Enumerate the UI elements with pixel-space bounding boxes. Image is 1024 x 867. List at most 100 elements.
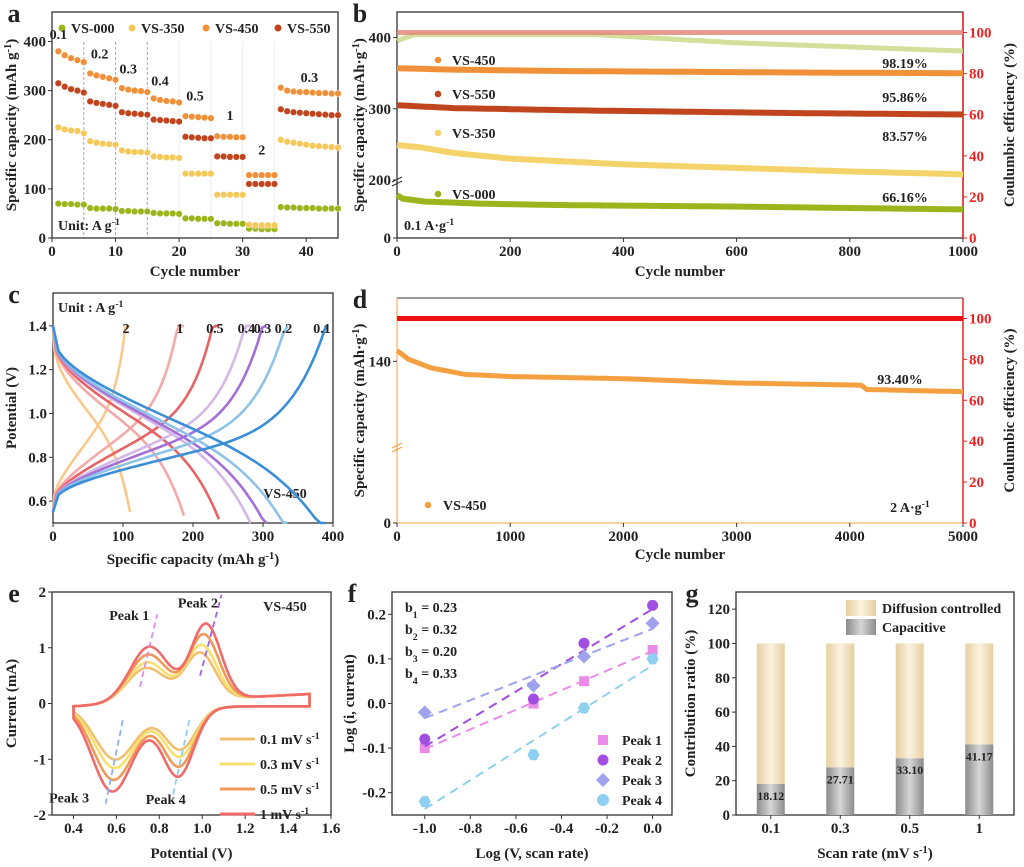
legend-label: VS-450 [215, 22, 259, 37]
y-tick-label: 400 [369, 31, 392, 47]
rate-label: 0.4 [238, 322, 256, 337]
data-point [270, 221, 278, 229]
data-point [201, 215, 209, 223]
x-tick-label: -0.8 [458, 821, 482, 837]
y-tick-label: 200 [369, 173, 392, 189]
rate-label: 0.2 [275, 322, 293, 337]
data-point [315, 89, 323, 97]
data-point [213, 132, 221, 140]
x-axis-label: Specific capacity (mAh g-1) [107, 551, 279, 569]
data-point [283, 204, 291, 212]
y-tick-label: 100 [24, 182, 47, 198]
data-point [162, 97, 170, 105]
legend-label: VS-350 [141, 22, 185, 37]
data-point [73, 56, 81, 64]
x-tick-label: 4000 [835, 529, 865, 545]
y-axis-label: Contribution ratio (%) [683, 630, 699, 778]
x-tick-label: 1.0 [193, 821, 212, 837]
data-point [86, 97, 94, 105]
data-point [296, 88, 304, 96]
bar-capacitive [965, 744, 994, 815]
data-point [277, 84, 285, 92]
discharge-curve-1 [51, 325, 186, 517]
data-point [302, 204, 310, 212]
y2-tick-label: 40 [969, 434, 984, 450]
discharge-curve-0.2 [51, 325, 288, 525]
data-point [270, 171, 278, 179]
x-tick-label: 1.2 [236, 821, 255, 837]
discharge-curve-0.1 [51, 325, 326, 525]
x-axis-label: Cycle number [635, 547, 726, 563]
data-point [207, 114, 215, 122]
data-point [239, 220, 247, 228]
data-point [194, 113, 202, 121]
plot-frame [51, 11, 339, 239]
data-point [239, 153, 247, 161]
data-point [334, 144, 342, 152]
data-point [150, 116, 158, 124]
data-point [194, 134, 202, 142]
x-tick-label: 100 [112, 529, 135, 545]
data-point [175, 118, 183, 126]
legend-label: VS-550 [452, 88, 496, 103]
rate-annotation: 2 A·g-1 [890, 499, 930, 517]
data-point [220, 152, 228, 160]
data-point [181, 214, 189, 222]
data-point [67, 126, 75, 134]
y-tick-label: 0.1 [367, 652, 386, 668]
data-point [290, 204, 298, 212]
rate-label: 0.3 [301, 71, 319, 86]
data-point [80, 201, 88, 209]
data-point [181, 112, 189, 120]
x-tick-label: 400 [322, 529, 345, 545]
data-point [73, 87, 81, 95]
fit-line [424, 608, 654, 748]
rate-label: 2 [258, 143, 265, 158]
x-tick-label: 0.1 [761, 821, 780, 837]
data-point [61, 83, 69, 91]
data-point [232, 191, 240, 199]
data-point [232, 220, 240, 228]
x-tick-label: 0 [393, 529, 401, 545]
data-point [162, 209, 170, 217]
y-tick-label: 80 [715, 671, 730, 687]
data-point [226, 133, 234, 141]
y-axis-label: Specific capacity (mAh·g-1) [351, 324, 369, 498]
legend-marker [424, 501, 432, 509]
x-tick-label: -0.6 [504, 821, 528, 837]
data-point [201, 114, 209, 122]
data-point [245, 221, 253, 229]
peak-label: Peak 2 [178, 597, 218, 612]
legend-swatch [846, 600, 876, 616]
y2-tick-label: 20 [969, 190, 984, 206]
series-VS-350 [54, 123, 342, 229]
data-point [315, 142, 323, 150]
retention-label: 95.86% [882, 91, 928, 106]
x-tick-label: 5000 [948, 529, 978, 545]
data-point [578, 637, 590, 649]
x-tick-label: 40 [299, 244, 314, 260]
y-tick-label: 0.0 [367, 697, 386, 713]
charge-curve-0.5 [51, 324, 219, 513]
legend-label: VS-450 [443, 499, 487, 514]
legend-label: Diffusion controlled [882, 602, 1001, 617]
slope-label: b4 = 0.33 [405, 667, 457, 687]
y2-tick-label: 100 [969, 311, 992, 327]
data-point [277, 105, 285, 113]
data-point [156, 153, 164, 161]
data-point [419, 743, 430, 754]
data-point [526, 678, 541, 693]
panel-label-g: g [686, 579, 699, 608]
sample-label: VS-450 [263, 600, 307, 615]
panel-b: b0 200 400 600 800 10000200300400020406080100… [351, 0, 1019, 280]
data-point [61, 200, 69, 208]
data-point [80, 129, 88, 137]
legend-label: 0.1 mV s-1 [260, 731, 320, 749]
y-axis-label: Specific capacity (mAh g-1) [3, 39, 21, 211]
data-point [220, 219, 228, 227]
series-VS-550 [54, 79, 342, 188]
plot-frame [735, 591, 1015, 816]
data-point [181, 133, 189, 141]
y-tick-label: 1 [39, 641, 47, 657]
